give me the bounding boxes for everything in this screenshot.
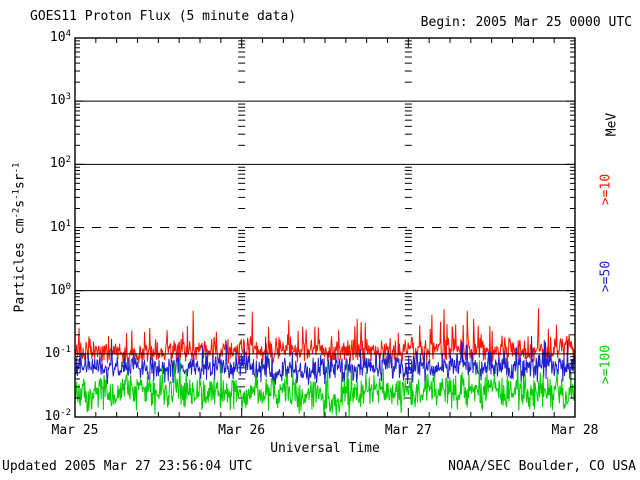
flux-trace-50mev	[74, 336, 576, 387]
legend-ge10-label: >=10	[598, 173, 614, 206]
begin-time-label: Begin: 2005 Mar 25 0000 UTC	[420, 15, 632, 30]
y-tick-base: 10	[44, 345, 61, 361]
legend-ge50-label: >=50	[598, 260, 614, 293]
source-attribution: NOAA/SEC Boulder, CO USA	[448, 459, 636, 474]
y-tick-base: 10	[49, 30, 66, 45]
y-tick-label: 103	[25, 92, 71, 109]
y-tick-base: 10	[44, 409, 61, 424]
y-tick-base: 10	[49, 93, 66, 109]
y-tick-exponent: 0	[65, 281, 71, 292]
x-tick-label: Mar 27	[384, 423, 432, 438]
y-tick-exponent: -1	[60, 344, 71, 355]
y-tick-exponent: 4	[65, 29, 71, 39]
y-tick-label: 104	[25, 29, 71, 46]
y-tick-exponent: -2	[60, 408, 71, 418]
y-tick-base: 10	[49, 219, 66, 235]
y-tick-exponent: 3	[65, 92, 71, 103]
x-axis-label: Universal Time	[270, 441, 380, 456]
plot-title: GOES11 Proton Flux (5 minute data)	[30, 9, 297, 24]
flux-trace-100mev	[74, 357, 576, 418]
legend-ge100-label: >=100	[598, 344, 614, 385]
y-tick-exponent: 1	[65, 218, 71, 229]
x-tick-label: Mar 25	[51, 423, 99, 438]
updated-timestamp: Updated 2005 Mar 27 23:56:04 UTC	[2, 459, 253, 474]
y-tick-label: 101	[25, 218, 71, 235]
x-tick-label: Mar 28	[551, 423, 599, 438]
flux-trace-10mev	[74, 308, 576, 366]
y-tick-exponent: 2	[65, 155, 71, 166]
y-tick-label: 102	[25, 155, 71, 172]
y-tick-label: 10-2	[25, 408, 72, 425]
y-tick-base: 10	[49, 156, 66, 172]
y-tick-label: 100	[25, 281, 71, 298]
x-tick-label: Mar 26	[218, 423, 266, 438]
y-tick-label: 10-1	[25, 344, 72, 361]
y-tick-base: 10	[49, 282, 66, 298]
